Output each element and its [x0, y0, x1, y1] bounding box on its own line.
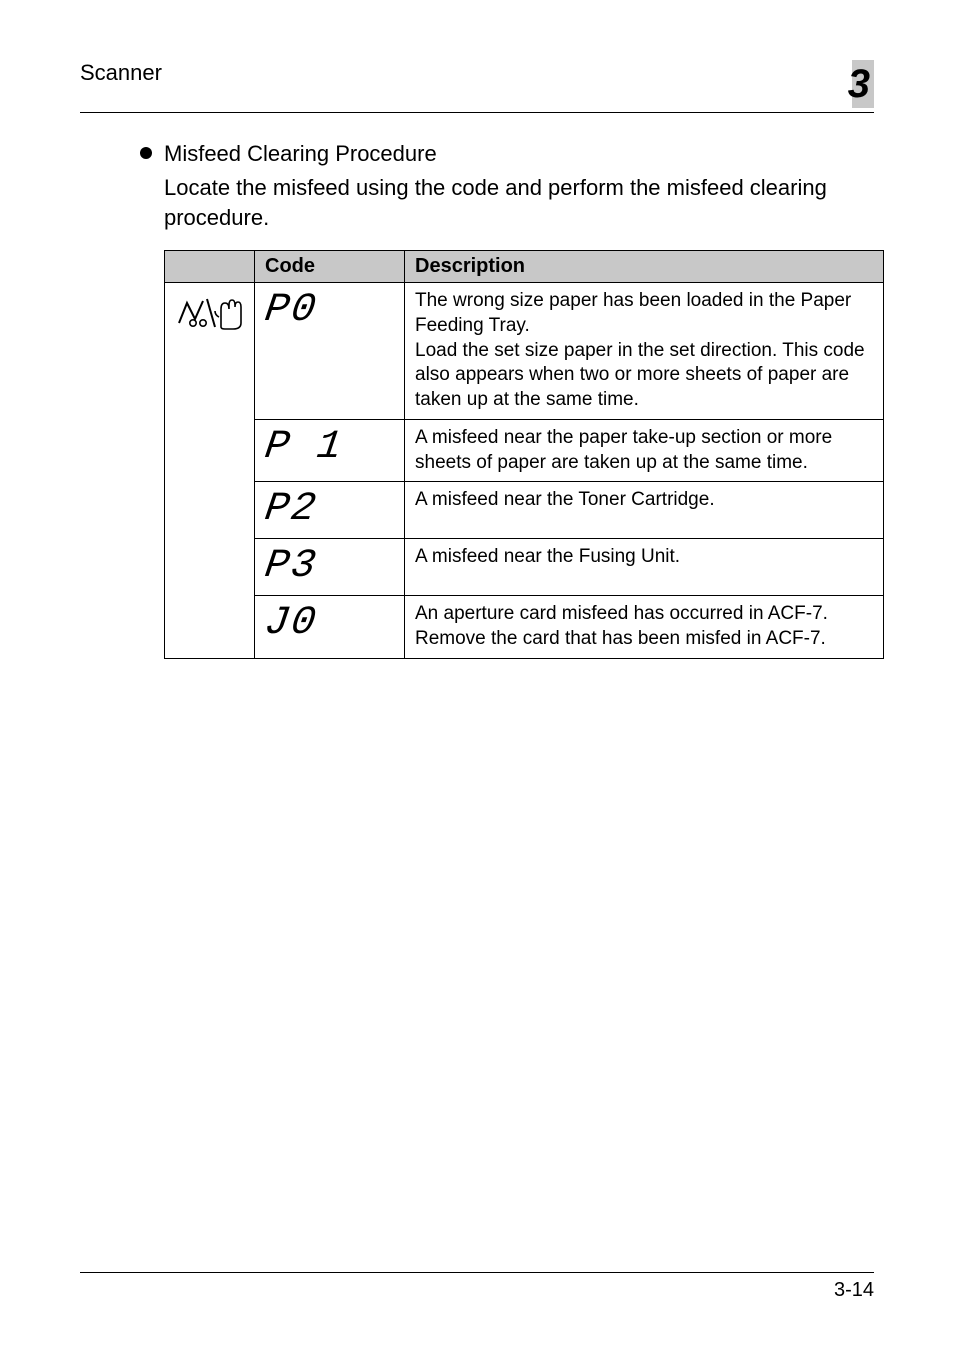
table-row: P 1 A misfeed near the paper take-up sec…	[165, 419, 884, 481]
code-glyph: P0	[262, 291, 320, 331]
code-glyph: P2	[262, 490, 320, 530]
table-row: P2 A misfeed near the Toner Cartridge.	[165, 482, 884, 539]
th-code: Code	[255, 251, 405, 283]
code-cell: P2	[255, 482, 405, 539]
bullet-icon	[140, 147, 152, 159]
code-glyph: J0	[262, 604, 320, 644]
th-icon	[165, 251, 255, 283]
chapter-number-box: 3	[826, 60, 874, 108]
table-header-row: Code Description	[165, 251, 884, 283]
description-cell: An aperture card misfeed has occurred in…	[405, 596, 884, 658]
table-row: P0 The wrong size paper has been loaded …	[165, 283, 884, 419]
section-bullet: Misfeed Clearing Procedure	[140, 141, 874, 167]
code-cell: P 1	[255, 419, 405, 481]
code-glyph: P 1	[262, 428, 346, 468]
section-intro: Locate the misfeed using the code and pe…	[164, 173, 864, 232]
description-cell: A misfeed near the Toner Cartridge.	[405, 482, 884, 539]
description-cell: The wrong size paper has been loaded in …	[405, 283, 884, 419]
misfeed-code-table: Code Description P0 The	[164, 250, 884, 658]
section-title: Misfeed Clearing Procedure	[164, 141, 437, 167]
th-description: Description	[405, 251, 884, 283]
code-cell: P0	[255, 283, 405, 419]
code-cell: J0	[255, 596, 405, 658]
paper-jam-icon	[175, 293, 245, 333]
misfeed-icon-cell	[165, 283, 255, 658]
page-header: Scanner 3	[80, 60, 874, 113]
page: Scanner 3 Misfeed Clearing Procedure Loc…	[0, 0, 954, 1352]
chapter-number: 3	[826, 60, 874, 108]
page-number: 3-14	[80, 1272, 874, 1302]
description-cell: A misfeed near the paper take-up section…	[405, 419, 884, 481]
code-glyph: P3	[262, 547, 320, 587]
table-row: P3 A misfeed near the Fusing Unit.	[165, 539, 884, 596]
header-title: Scanner	[80, 60, 162, 86]
table-row: J0 An aperture card misfeed has occurred…	[165, 596, 884, 658]
code-cell: P3	[255, 539, 405, 596]
description-cell: A misfeed near the Fusing Unit.	[405, 539, 884, 596]
